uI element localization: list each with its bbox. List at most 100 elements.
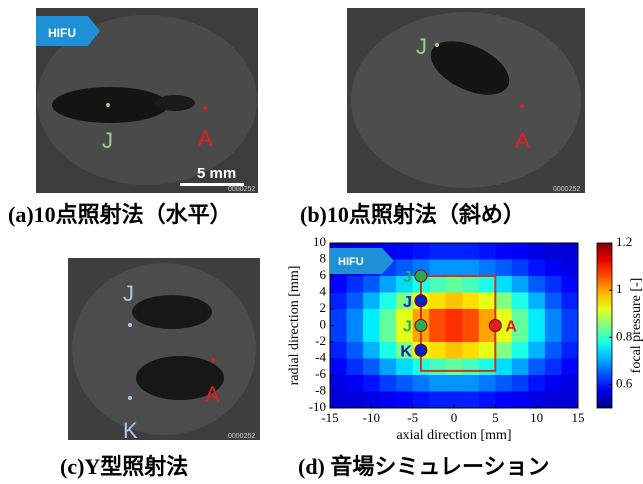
photo-shading bbox=[72, 263, 256, 435]
point-label: A bbox=[198, 126, 213, 151]
heat-cell bbox=[462, 243, 479, 260]
heat-cell bbox=[528, 342, 545, 359]
x-tick-label: 10 bbox=[530, 410, 543, 425]
heat-cell bbox=[347, 326, 364, 343]
point-label: K bbox=[123, 418, 138, 443]
heat-cell bbox=[545, 342, 562, 359]
heat-cell bbox=[429, 342, 446, 359]
heat-cell bbox=[495, 293, 512, 310]
heat-cell bbox=[545, 309, 562, 326]
heat-cell bbox=[446, 326, 463, 343]
heat-cell bbox=[479, 375, 496, 392]
caption: (c)Y型照射法 bbox=[60, 454, 188, 479]
heat-cell bbox=[330, 359, 347, 376]
colorbar-label: focal pressure [-] bbox=[629, 278, 643, 374]
heat-cell bbox=[330, 342, 347, 359]
heat-cell bbox=[413, 392, 430, 409]
heat-cell bbox=[429, 243, 446, 260]
heat-cell bbox=[512, 342, 529, 359]
heat-cell bbox=[380, 326, 397, 343]
heat-cell bbox=[561, 260, 578, 277]
panel-d: (d) 音場シミュレーション -15-10-5051015-10-8-6-4-2… bbox=[287, 234, 643, 479]
heat-cell bbox=[380, 342, 397, 359]
heat-cell bbox=[413, 375, 430, 392]
heat-cell bbox=[330, 375, 347, 392]
heat-cell bbox=[528, 359, 545, 376]
heat-cell bbox=[429, 375, 446, 392]
heat-cell bbox=[462, 276, 479, 293]
heat-cell bbox=[462, 342, 479, 359]
heat-cell bbox=[446, 375, 463, 392]
heat-cell bbox=[446, 309, 463, 326]
heat-cell bbox=[479, 293, 496, 310]
heat-cell bbox=[561, 293, 578, 310]
heat-cell bbox=[380, 276, 397, 293]
heat-cell bbox=[512, 260, 529, 277]
heat-cell bbox=[512, 276, 529, 293]
heat-cell bbox=[363, 276, 380, 293]
x-tick-label: -5 bbox=[407, 410, 418, 425]
y-tick-label: 4 bbox=[320, 283, 327, 298]
colorbar-tick-label: 1 bbox=[616, 281, 623, 296]
figure: HIFU J A 5 mm 0000252 (a)10点照射法（水平） J A … bbox=[0, 0, 643, 484]
focal-dot bbox=[203, 106, 207, 110]
heat-cell bbox=[429, 392, 446, 409]
point-label: J bbox=[403, 294, 412, 311]
arrow-label: HIFU bbox=[48, 26, 76, 40]
caption: (d) 音場シミュレーション bbox=[298, 454, 550, 479]
heat-cell bbox=[462, 293, 479, 310]
y-tick-label: 6 bbox=[320, 267, 327, 282]
heat-cell bbox=[330, 392, 347, 409]
heat-cell bbox=[363, 326, 380, 343]
caption: (b)10点照射法（斜め） bbox=[300, 202, 525, 227]
heat-cell bbox=[380, 359, 397, 376]
heat-cell bbox=[545, 392, 562, 409]
heat-cell bbox=[347, 359, 364, 376]
heat-cell bbox=[545, 260, 562, 277]
colorbar-tick-label: 0.6 bbox=[616, 375, 633, 390]
heat-cell bbox=[528, 375, 545, 392]
point-label: A bbox=[205, 382, 220, 407]
heat-cell bbox=[462, 375, 479, 392]
y-tick-label: 10 bbox=[313, 234, 326, 249]
heat-cell bbox=[462, 326, 479, 343]
heat-cell bbox=[462, 260, 479, 277]
heat-cell bbox=[396, 243, 413, 260]
arrow-label: HIFU bbox=[338, 256, 364, 268]
heat-cell bbox=[446, 293, 463, 310]
heat-cell bbox=[545, 243, 562, 260]
heat-cell bbox=[429, 293, 446, 310]
x-tick-label: 15 bbox=[572, 410, 585, 425]
heat-cell bbox=[479, 276, 496, 293]
lesion bbox=[132, 295, 212, 329]
heat-cell bbox=[495, 276, 512, 293]
frame-number: 0000252 bbox=[228, 186, 255, 193]
heat-cell bbox=[512, 359, 529, 376]
heat-cell bbox=[561, 243, 578, 260]
y-axis-label: radial direction [mm] bbox=[287, 266, 302, 386]
heat-cell bbox=[462, 392, 479, 409]
heat-cell bbox=[429, 359, 446, 376]
heat-cell bbox=[479, 260, 496, 277]
heat-cell bbox=[495, 359, 512, 376]
heat-cell bbox=[330, 276, 347, 293]
focal-point bbox=[489, 320, 501, 332]
heat-cell bbox=[495, 375, 512, 392]
heat-cell bbox=[347, 276, 364, 293]
heat-cell bbox=[545, 293, 562, 310]
heat-cell bbox=[545, 276, 562, 293]
y-tick-label: 8 bbox=[320, 250, 327, 265]
heat-cell bbox=[561, 326, 578, 343]
x-tick-label: 5 bbox=[492, 410, 499, 425]
focal-dot bbox=[106, 103, 110, 107]
y-tick-label: -10 bbox=[309, 399, 326, 414]
heat-cell bbox=[380, 392, 397, 409]
frame-number: 0000252 bbox=[228, 433, 255, 440]
heat-cell bbox=[545, 326, 562, 343]
y-tick-label: -4 bbox=[315, 349, 326, 364]
heat-cell bbox=[561, 342, 578, 359]
heat-cell bbox=[347, 309, 364, 326]
heat-cell bbox=[363, 342, 380, 359]
heat-cell bbox=[429, 326, 446, 343]
colorbar-tick-label: 1.2 bbox=[616, 234, 632, 249]
